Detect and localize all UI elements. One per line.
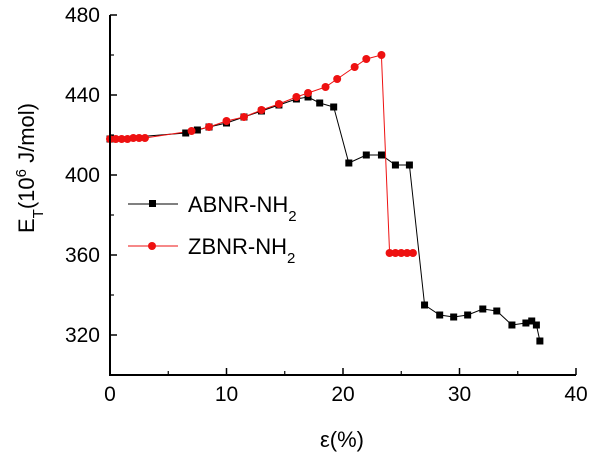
data-point <box>377 51 386 59</box>
data-point <box>257 106 266 114</box>
data-point <box>239 113 248 121</box>
data-point <box>140 134 149 142</box>
y-axis-title: ET(106 J/mol) <box>13 103 47 233</box>
data-point <box>421 301 429 309</box>
data-point <box>111 135 120 143</box>
data-point <box>187 127 196 135</box>
legend-item-abnr: ABNR-NH2 <box>128 192 297 225</box>
data-point <box>304 89 313 97</box>
x-tick-label: 20 <box>331 383 354 406</box>
data-point <box>330 103 338 111</box>
data-point <box>274 100 283 108</box>
series-markers <box>106 51 544 345</box>
data-point <box>403 249 412 257</box>
y-tick-label: 440 <box>65 84 100 107</box>
data-point <box>135 134 144 142</box>
data-point <box>205 123 214 131</box>
x-axis-title: ε(%) <box>320 427 364 452</box>
legend-marker-zbnr <box>148 242 156 250</box>
x-tick-label: 40 <box>564 383 587 406</box>
data-point <box>333 75 342 83</box>
legend-label-abnr-sub: 2 <box>288 208 296 225</box>
data-point <box>362 151 370 159</box>
data-point <box>117 135 126 143</box>
data-point <box>479 305 487 313</box>
data-point <box>129 134 138 142</box>
data-point <box>508 321 516 329</box>
data-point <box>536 337 544 345</box>
y-tick-label: 360 <box>65 244 100 267</box>
y-tick-label: 320 <box>65 324 100 347</box>
data-point <box>385 249 394 257</box>
data-point <box>193 126 201 134</box>
data-point <box>182 129 190 137</box>
data-point <box>362 55 371 63</box>
legend-label-zbnr: ZBNR-NH2 <box>188 234 295 267</box>
data-point <box>350 63 359 71</box>
data-point <box>532 321 540 329</box>
data-point <box>316 99 324 107</box>
data-point <box>377 151 385 159</box>
x-tick-label: 10 <box>215 383 238 406</box>
data-point <box>345 159 353 167</box>
series-line-0 <box>109 96 541 342</box>
data-point <box>391 161 399 169</box>
x-tick-label: 0 <box>104 383 116 406</box>
data-point <box>408 249 417 257</box>
legend-item-zbnr: ZBNR-NH2 <box>128 234 295 267</box>
legend-marker-abnr <box>149 200 156 207</box>
axes <box>109 15 576 376</box>
data-point <box>464 311 472 319</box>
data-point <box>391 249 400 257</box>
y-tick-label: 400 <box>65 164 100 187</box>
data-point <box>405 161 413 169</box>
data-point <box>493 307 501 315</box>
data-point <box>522 319 530 327</box>
data-point <box>528 317 536 325</box>
legend-label-abnr-base: ABNR-NH <box>188 192 288 217</box>
y-axis-title-sub: T <box>30 209 47 218</box>
data-point <box>397 249 406 257</box>
legend: ABNR-NH2 ZBNR-NH2 <box>128 192 297 267</box>
data-point <box>450 313 458 321</box>
legend-label-zbnr-base: ZBNR-NH <box>188 234 287 259</box>
data-point <box>321 83 330 91</box>
y-axis-title-open: (10 <box>14 177 39 209</box>
series-lines <box>109 54 541 342</box>
y-axis-title-base: E <box>14 218 39 233</box>
y-axis-title-sup: 6 <box>13 169 30 177</box>
legend-label-abnr: ABNR-NH2 <box>188 192 297 225</box>
y-tick-label: 480 <box>65 4 100 27</box>
legend-label-zbnr-sub: 2 <box>287 250 295 267</box>
axis-ticks: 0 10 20 30 40 320 360 400 440 480 <box>65 4 588 406</box>
data-point <box>436 311 444 319</box>
data-point <box>292 93 301 101</box>
x-tick-label: 30 <box>448 383 471 406</box>
y-axis-title-rest: J/mol) <box>14 103 39 169</box>
data-point <box>222 117 231 125</box>
